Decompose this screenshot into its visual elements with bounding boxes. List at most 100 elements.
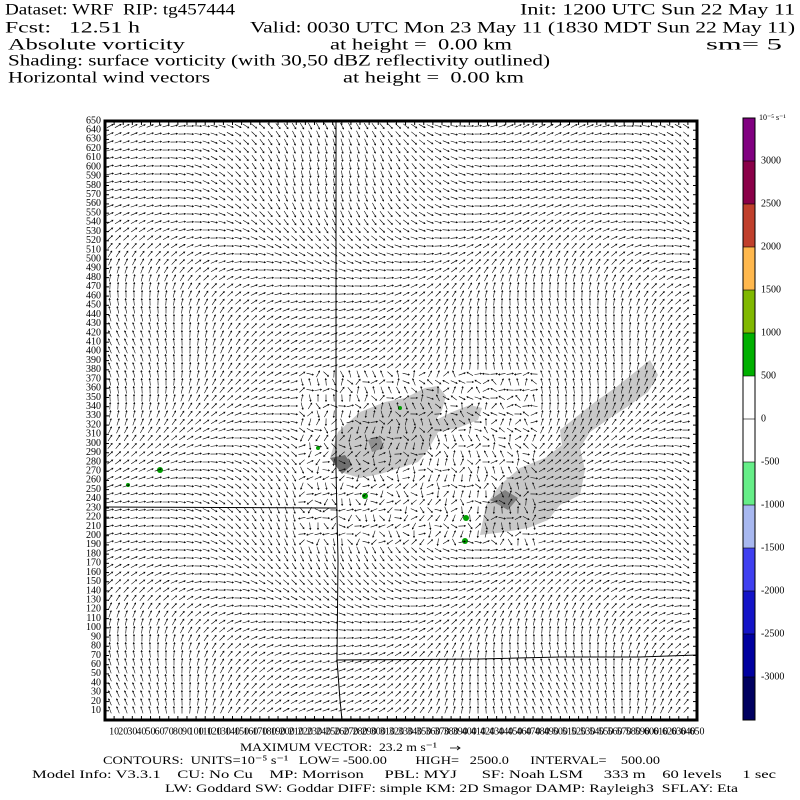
x-tick-label: 430: [489, 726, 504, 737]
colorbar-bin: [743, 333, 755, 376]
x-tick-label: 400: [462, 726, 477, 737]
x-tick-label: 480: [535, 726, 550, 737]
x-tick-label: 550: [598, 726, 613, 737]
y-tick-label: 390: [86, 355, 101, 366]
reflectivity-cell: [316, 446, 320, 450]
colorbar-tick-label: -1500: [761, 542, 784, 553]
x-tick-label: 100: [189, 726, 204, 737]
x-tick-label: 260: [334, 726, 349, 737]
x-tick-label: 280: [353, 726, 368, 737]
x-tick-label: 180: [261, 726, 276, 737]
colorbar-bin: [743, 247, 755, 290]
x-tick-label: 570: [617, 726, 632, 737]
colorbar-bin: [743, 118, 755, 161]
state-border: [336, 654, 698, 661]
x-tick-label: 320: [389, 726, 404, 737]
x-tick-label: 50: [146, 726, 156, 737]
y-tick-label: 150: [86, 576, 101, 587]
max-vector: MAXIMUM VECTOR: 23.2 m s⁻¹: [240, 740, 437, 754]
y-tick-label: 460: [86, 290, 101, 301]
y-tick-label: 90: [91, 631, 101, 642]
x-tick-label: 580: [626, 726, 641, 737]
valid-time: Valid: 0030 UTC Mon 23 May 11 (1830 MDT …: [250, 20, 795, 37]
x-tick-label: 90: [182, 726, 192, 737]
y-tick-label: 330: [86, 410, 101, 421]
y-tick-label: 490: [86, 263, 101, 274]
y-tick-label: 80: [91, 641, 101, 652]
plot-area: [103, 119, 699, 722]
y-tick-label: 370: [86, 373, 101, 384]
y-tick-label: 610: [86, 152, 101, 163]
x-tick-label: 200: [280, 726, 295, 737]
x-tick-label: 640: [680, 726, 695, 737]
x-tick-label: 510: [562, 726, 577, 737]
x-tick-label: 500: [553, 726, 568, 737]
x-tick-label: 340: [407, 726, 422, 737]
y-tick-label: 290: [86, 447, 101, 458]
x-tick-label: 310: [380, 726, 395, 737]
state-border: [335, 121, 343, 721]
x-tick-label: 190: [271, 726, 286, 737]
y-tick-label: 380: [86, 364, 101, 375]
x-tick-label: 20: [118, 726, 128, 737]
y-tick-label: 530: [86, 226, 101, 237]
y-tick-label: 30: [91, 687, 101, 698]
x-tick-label: 470: [526, 726, 541, 737]
x-tick-label: 160: [243, 726, 258, 737]
reflectivity-cell: [126, 483, 130, 487]
y-tick-label: 280: [86, 456, 101, 467]
x-tick-label: 530: [580, 726, 595, 737]
y-tick-label: 260: [86, 475, 101, 486]
y-tick-label: 310: [86, 429, 101, 440]
x-tick-label: 150: [234, 726, 249, 737]
x-tick-label: 290: [362, 726, 377, 737]
x-tick-label: 410: [471, 726, 486, 737]
y-tick-label: 320: [86, 419, 101, 430]
shading-info: Shading: surface vorticity (with 30,50 d…: [8, 53, 550, 70]
y-tick-label: 570: [86, 189, 101, 200]
x-tick-label: 300: [371, 726, 386, 737]
colorbar-bin: [743, 591, 755, 634]
x-tick-label: 420: [480, 726, 495, 737]
x-tick-label: 120: [207, 726, 222, 737]
x-tick-label: 610: [653, 726, 668, 737]
x-tick-label: 380: [444, 726, 459, 737]
colorbar-tick-label: 1000: [761, 327, 781, 338]
vectors-height: at height = 0.00 km: [343, 70, 525, 87]
y-tick-label: 550: [86, 207, 101, 218]
y-tick-label: 540: [86, 217, 101, 228]
y-tick-label: 440: [86, 309, 101, 320]
colorbar-tick-label: -2500: [761, 628, 784, 639]
y-tick-label: 200: [86, 530, 101, 541]
x-tick-label: 350: [416, 726, 431, 737]
x-tick-label: 80: [173, 726, 183, 737]
y-tick-label: 620: [86, 143, 101, 154]
colorbar-bin: [743, 290, 755, 333]
reflectivity-cell: [157, 467, 163, 473]
colorbar-bin: [743, 204, 755, 247]
y-tick-label: 190: [86, 539, 101, 550]
x-tick-label: 230: [307, 726, 322, 737]
y-tick-label: 50: [91, 668, 101, 679]
forecast-hour: Fcst: 12.51 h: [5, 20, 140, 37]
x-tick-label: 520: [571, 726, 586, 737]
y-tick-label: 590: [86, 171, 101, 182]
x-tick-label: 270: [343, 726, 358, 737]
colorbar-tick-label: 1500: [761, 284, 781, 295]
y-tick-label: 140: [86, 585, 101, 596]
y-tick-label: 210: [86, 521, 101, 532]
colorbar-tick-label: -500: [761, 456, 779, 467]
wind-vectors: [106, 122, 691, 714]
physics-info: LW: Goddard SW: Goddar DIFF: simple KM: …: [165, 781, 739, 795]
x-tick-label: 540: [589, 726, 604, 737]
x-tick-label: 40: [136, 726, 146, 737]
colorbar-bin: [743, 161, 755, 204]
x-tick-label: 390: [453, 726, 468, 737]
x-tick-label: 30: [127, 726, 137, 737]
y-tick-label: 560: [86, 198, 101, 209]
y-tick-label: 410: [86, 336, 101, 347]
y-tick-label: 230: [86, 502, 101, 513]
y-tick-label: 270: [86, 465, 101, 476]
